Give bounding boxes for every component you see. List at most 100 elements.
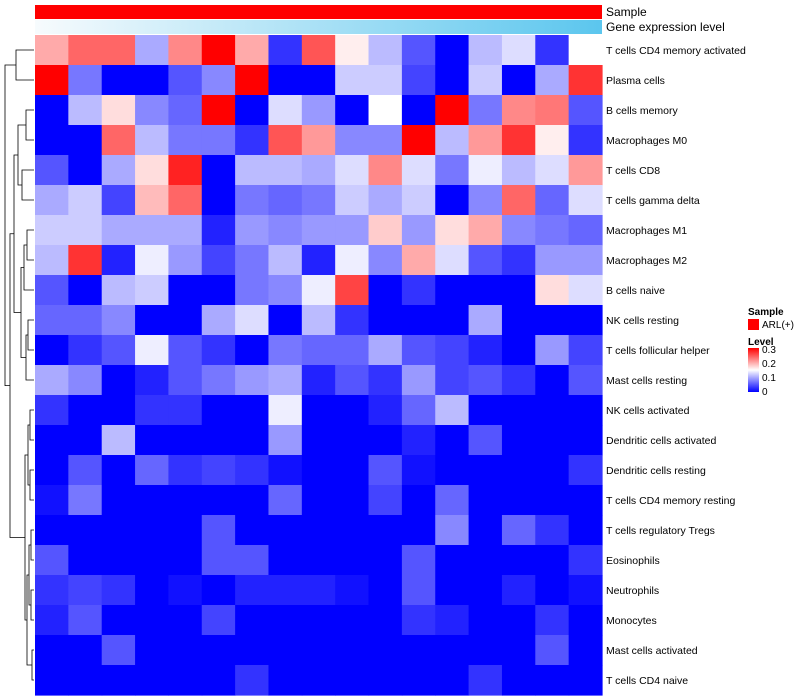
heatmap-cell bbox=[501, 635, 536, 666]
heatmap-cell bbox=[235, 395, 270, 426]
heatmap-cell bbox=[368, 665, 403, 696]
dendrogram-branch bbox=[30, 529, 34, 561]
heatmap-cell bbox=[501, 335, 536, 366]
heatmap-cell bbox=[535, 35, 570, 66]
heatmap-cell bbox=[35, 395, 69, 426]
heatmap-cell bbox=[268, 95, 303, 126]
heatmap-cell bbox=[101, 275, 136, 306]
heatmap-cell bbox=[235, 515, 270, 546]
dendrogram-branch bbox=[4, 64, 16, 387]
heatmap-cell bbox=[401, 95, 436, 126]
heatmap-cell bbox=[468, 95, 503, 126]
heatmap-cell bbox=[35, 35, 69, 66]
heatmap-cell bbox=[468, 35, 503, 66]
heatmap-cell bbox=[235, 215, 270, 246]
heatmap-cell bbox=[168, 515, 203, 546]
heatmap-cell bbox=[68, 275, 103, 306]
heatmap-cell bbox=[501, 95, 536, 126]
heatmap-cell bbox=[401, 155, 436, 186]
heatmap-cell bbox=[501, 515, 536, 546]
heatmap-cell bbox=[435, 275, 470, 306]
legend-level-title: Level bbox=[748, 337, 774, 348]
legend-level-gradient bbox=[748, 348, 759, 392]
legend-level-tick: 0.3 bbox=[762, 345, 776, 356]
heatmap-cell bbox=[68, 395, 103, 426]
heatmap-cell bbox=[35, 425, 69, 456]
heatmap-cell bbox=[501, 275, 536, 306]
heatmap-cell bbox=[201, 155, 236, 186]
heatmap-cell bbox=[501, 155, 536, 186]
heatmap-cell bbox=[201, 365, 236, 396]
heatmap-cell bbox=[135, 65, 170, 96]
heatmap-cell bbox=[568, 665, 603, 696]
heatmap-cell bbox=[235, 125, 270, 156]
heatmap-cell bbox=[468, 545, 503, 576]
heatmap-cell bbox=[368, 275, 403, 306]
heatmap-cell bbox=[135, 395, 170, 426]
row-labels: T cells CD4 memory activated Plasma cells… bbox=[606, 45, 746, 687]
heatmap-cell bbox=[235, 95, 270, 126]
heatmap-cell bbox=[235, 65, 270, 96]
heatmap-cell bbox=[35, 125, 69, 156]
heatmap-cell bbox=[68, 665, 103, 696]
heatmap-cell bbox=[268, 485, 303, 516]
legend: Sample ARL(+) Level 0.3 0.2 0.1 0 bbox=[748, 307, 794, 398]
row-label: B cells naive bbox=[606, 285, 665, 297]
row-label: Dendritic cells resting bbox=[606, 465, 706, 477]
heatmap-cell bbox=[435, 155, 470, 186]
heatmap-cell bbox=[235, 635, 270, 666]
heatmap-cell bbox=[201, 425, 236, 456]
heatmap-cell bbox=[235, 545, 270, 576]
heatmap-cell bbox=[501, 545, 536, 576]
heatmap-cell bbox=[535, 515, 570, 546]
heatmap-cell bbox=[401, 545, 436, 576]
heatmap-cell bbox=[301, 485, 336, 516]
heatmap-cell bbox=[301, 95, 336, 126]
heatmap-cell bbox=[301, 215, 336, 246]
heatmap-cell bbox=[568, 155, 603, 186]
heatmap-cell bbox=[168, 545, 203, 576]
heatmap-cell bbox=[468, 125, 503, 156]
heatmap-cell bbox=[35, 155, 69, 186]
heatmap-cell bbox=[568, 35, 603, 66]
heatmap-cell bbox=[101, 65, 136, 96]
heatmap-cell bbox=[468, 155, 503, 186]
heatmap-cell bbox=[268, 335, 303, 366]
heatmap-cell bbox=[335, 305, 370, 336]
sample-annotation-track bbox=[35, 5, 602, 19]
heatmap-cell bbox=[335, 665, 370, 696]
row-label: T cells regulatory Tregs bbox=[606, 525, 715, 537]
heatmap-cell bbox=[501, 605, 536, 636]
heatmap-cell bbox=[101, 335, 136, 366]
heatmap-cell bbox=[135, 215, 170, 246]
heatmap-cell bbox=[101, 455, 136, 486]
heatmap-cell bbox=[568, 95, 603, 126]
heatmap-cell bbox=[568, 245, 603, 276]
row-label: Neutrophils bbox=[606, 585, 659, 597]
heatmap-cell bbox=[268, 65, 303, 96]
heatmap-cell bbox=[368, 605, 403, 636]
heatmap-cell bbox=[168, 635, 203, 666]
heatmap-cell bbox=[268, 215, 303, 246]
heatmap-cell bbox=[168, 605, 203, 636]
heatmap-cell bbox=[501, 65, 536, 96]
heatmap-cell bbox=[135, 665, 170, 696]
heatmap-cell bbox=[68, 125, 103, 156]
dendrogram-branch bbox=[27, 319, 34, 351]
heatmap-cell bbox=[535, 65, 570, 96]
heatmap-cell bbox=[535, 425, 570, 456]
heatmap-cell bbox=[301, 635, 336, 666]
heatmap-cell bbox=[135, 335, 170, 366]
heatmap-cell bbox=[168, 455, 203, 486]
heatmap-cell bbox=[401, 605, 436, 636]
heatmap-cell bbox=[68, 305, 103, 336]
heatmap-cell bbox=[301, 305, 336, 336]
heatmap-cell bbox=[401, 635, 436, 666]
heatmap-cell bbox=[501, 665, 536, 696]
heatmap-cell bbox=[335, 215, 370, 246]
heatmap-cell bbox=[168, 575, 203, 606]
heatmap-cell bbox=[535, 95, 570, 126]
row-label: Macrophages M1 bbox=[606, 225, 687, 237]
heatmap-cell bbox=[68, 335, 103, 366]
